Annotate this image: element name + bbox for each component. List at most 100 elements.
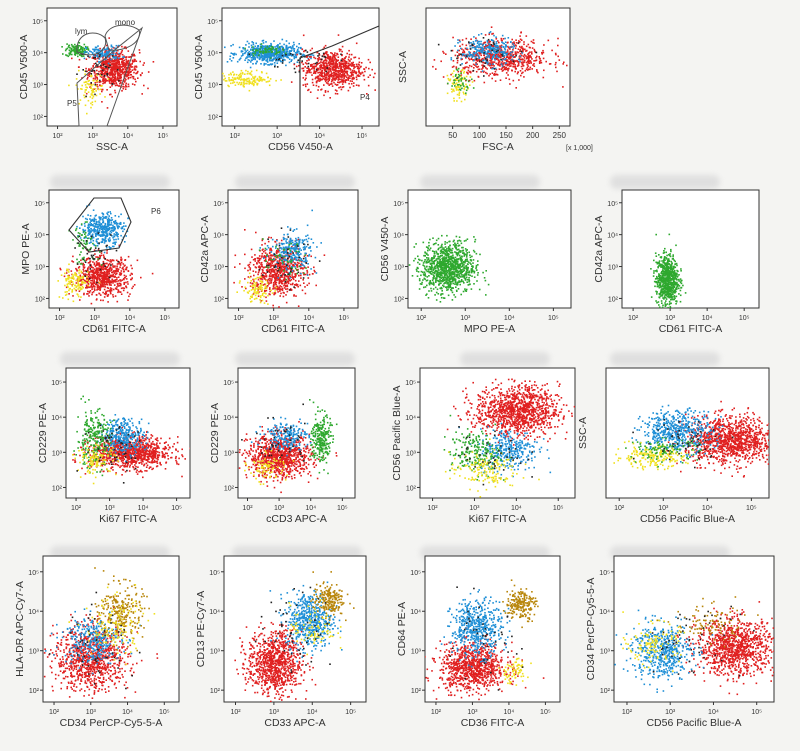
- event-point-red: [501, 39, 503, 42]
- event-point-red: [118, 74, 120, 76]
- event-point-red: [112, 288, 115, 291]
- event-point-red: [336, 74, 338, 76]
- event-point-blue: [276, 58, 279, 60]
- event-point-blue: [470, 42, 472, 44]
- event-point-red: [115, 63, 117, 66]
- event-point-red: [111, 60, 113, 62]
- event-point-blue: [104, 236, 107, 239]
- event-point-red: [506, 56, 509, 58]
- event-point-red: [135, 60, 138, 62]
- event-point-blue: [471, 46, 474, 49]
- event-point-red: [96, 262, 98, 264]
- event-point-blue: [105, 227, 108, 230]
- event-point-red: [94, 276, 96, 278]
- event-point-red: [123, 265, 126, 267]
- event-point-red: [122, 268, 125, 271]
- event-point-red: [455, 67, 458, 70]
- event-point-yellow: [79, 277, 82, 280]
- event-point-red: [520, 39, 523, 41]
- event-point-blue: [263, 52, 265, 55]
- event-point-red: [102, 267, 105, 269]
- event-point-yellow: [67, 277, 70, 279]
- event-point-yellow: [239, 76, 242, 78]
- event-point-red: [506, 62, 508, 65]
- event-point-red: [111, 71, 114, 74]
- event-point-red: [512, 63, 515, 66]
- event-point-red: [432, 65, 434, 68]
- event-point-blue: [242, 52, 244, 55]
- event-point-red: [512, 65, 514, 68]
- event-point-red: [114, 275, 116, 278]
- event-point-red: [141, 72, 143, 74]
- event-point-blue: [274, 51, 276, 54]
- event-point-blue: [103, 242, 106, 244]
- event-point-blue: [478, 34, 480, 36]
- event-point-blue: [105, 54, 107, 57]
- event-point-blue: [262, 50, 265, 53]
- event-point-red: [486, 60, 488, 63]
- event-point-red: [349, 77, 351, 79]
- event-point-red: [478, 59, 480, 61]
- event-point-red: [344, 68, 346, 70]
- gate-label: lym: [75, 27, 88, 36]
- event-point-red: [110, 288, 113, 290]
- event-point-red: [106, 71, 108, 73]
- event-point-blue: [505, 46, 507, 48]
- event-point-black: [274, 65, 276, 68]
- event-point-red: [118, 55, 121, 58]
- event-point-red: [101, 276, 103, 278]
- event-point-red: [137, 77, 139, 79]
- event-point-green: [85, 235, 87, 237]
- event-point-red: [508, 62, 511, 64]
- event-point-blue: [99, 49, 101, 52]
- event-point-red: [524, 48, 526, 51]
- event-point-red: [346, 71, 348, 74]
- event-point-yellow: [68, 289, 70, 292]
- event-point-red: [341, 69, 343, 71]
- event-point-blue: [273, 58, 275, 60]
- event-point-yellow: [85, 95, 88, 98]
- redacted-header: [60, 352, 180, 366]
- event-point-red: [526, 63, 529, 66]
- event-point-blue: [88, 242, 91, 244]
- event-point-red: [308, 58, 310, 61]
- event-point-blue: [268, 64, 271, 66]
- event-point-red: [352, 74, 354, 76]
- event-point-blue: [101, 228, 103, 230]
- event-point-blue: [257, 52, 259, 54]
- event-point-red: [351, 71, 353, 73]
- event-point-red: [454, 54, 457, 57]
- event-point-red: [110, 280, 112, 282]
- event-point-red: [99, 273, 101, 275]
- event-point-red: [514, 60, 517, 62]
- event-point-blue: [269, 50, 271, 52]
- event-point-red: [511, 51, 514, 54]
- event-point-red: [90, 270, 92, 272]
- event-point-red: [472, 70, 474, 72]
- event-point-black: [97, 52, 99, 55]
- event-point-red: [110, 275, 113, 277]
- event-point-red: [94, 277, 97, 280]
- event-point-red: [119, 76, 121, 78]
- event-point-blue: [482, 43, 485, 46]
- event-point-red: [346, 73, 348, 75]
- event-point-yellow: [77, 293, 79, 296]
- event-point-red: [478, 51, 481, 53]
- event-point-red: [97, 285, 99, 288]
- event-point-red: [486, 58, 488, 60]
- event-point-red: [535, 59, 538, 61]
- event-point-blue: [99, 226, 102, 228]
- event-point-red: [443, 52, 445, 54]
- event-point-red: [501, 50, 503, 53]
- event-point-blue: [256, 52, 259, 54]
- event-point-yellow: [93, 91, 95, 93]
- event-point-red: [501, 70, 504, 72]
- event-point-red: [344, 70, 346, 73]
- event-point-red: [456, 61, 459, 64]
- event-point-red: [106, 278, 109, 280]
- event-point-blue: [263, 50, 265, 53]
- event-point-red: [337, 79, 340, 81]
- event-point-red: [333, 78, 336, 80]
- event-point-red: [506, 55, 508, 57]
- event-point-red: [125, 74, 127, 77]
